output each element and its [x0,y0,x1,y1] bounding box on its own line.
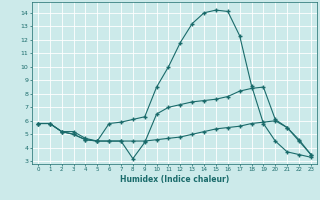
X-axis label: Humidex (Indice chaleur): Humidex (Indice chaleur) [120,175,229,184]
